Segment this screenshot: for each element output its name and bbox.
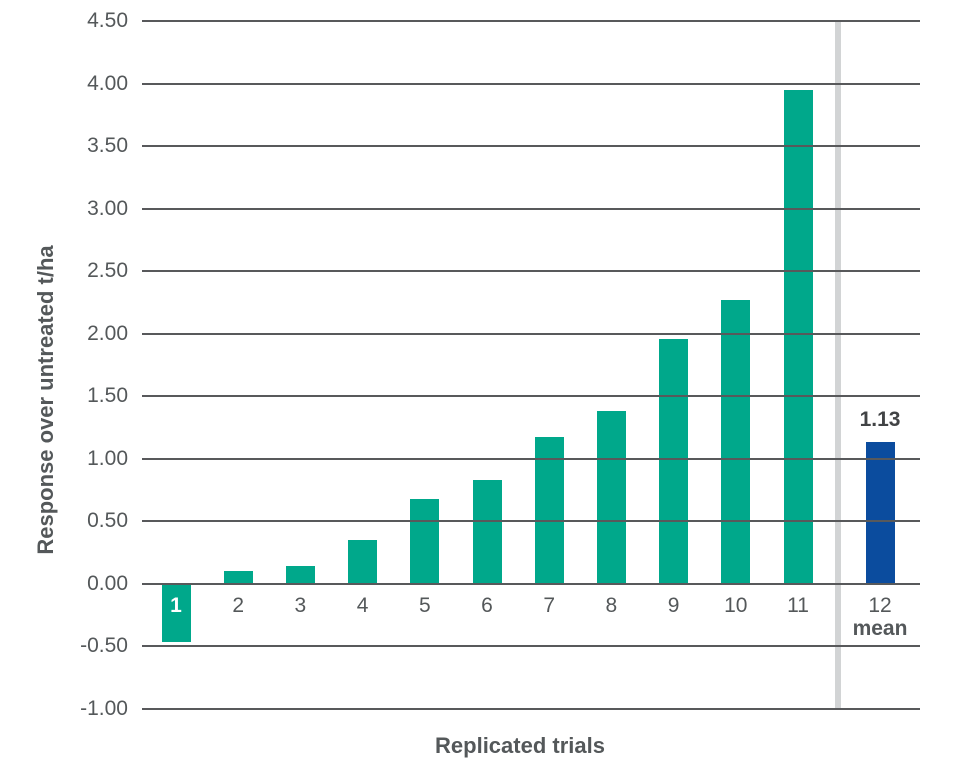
gridline <box>142 520 920 522</box>
x-tick-label: 4 <box>356 594 369 617</box>
x-tick-label: 11 <box>787 594 809 617</box>
y-tick-label: 0.00 <box>87 571 128 595</box>
trial-bar <box>285 566 315 584</box>
y-tick-label: -1.00 <box>80 696 128 720</box>
mean-value-label: 1.13 <box>859 408 901 432</box>
x-axis-title: Replicated trials <box>435 733 605 758</box>
gridline <box>142 582 920 585</box>
x-tick-label: 12 <box>868 594 892 617</box>
trial-bar <box>596 411 626 584</box>
mean-separator-line <box>835 21 841 709</box>
y-tick-label: 2.50 <box>87 259 128 282</box>
gridline <box>142 332 920 335</box>
y-tick-label: 4.00 <box>87 71 128 95</box>
trial-bar <box>472 479 502 584</box>
x-tick-label: 8 <box>605 594 618 617</box>
gridline <box>142 145 920 147</box>
x-tick-label: 6 <box>481 594 493 617</box>
y-tick-label: -0.50 <box>80 634 128 657</box>
trial-bar <box>161 583 191 643</box>
gridline <box>142 395 920 397</box>
y-tick-label: 1.00 <box>87 446 128 470</box>
gridline <box>142 457 920 460</box>
x-tick-label: 1 <box>170 594 182 617</box>
y-tick-label: 0.50 <box>87 509 128 532</box>
x-tick-label: 2 <box>232 594 245 617</box>
gridline <box>142 207 920 210</box>
y-tick-label: 3.00 <box>87 196 128 220</box>
y-tick-label: 4.50 <box>87 9 128 32</box>
x-tick-label: 9 <box>667 594 680 617</box>
trial-bar <box>223 571 253 584</box>
gridline <box>142 270 920 272</box>
trial-bar <box>659 338 689 584</box>
y-tick-label: 2.00 <box>87 321 128 345</box>
y-tick-label: 1.50 <box>87 384 128 407</box>
x-tick-label: 3 <box>294 594 307 617</box>
trial-bar <box>783 89 813 584</box>
trial-bar <box>410 498 440 584</box>
x-tick-label: 5 <box>418 594 431 617</box>
x-tick-label: 7 <box>543 594 556 617</box>
mean-bar <box>865 442 895 584</box>
gridline <box>142 645 920 647</box>
gridline <box>142 82 920 85</box>
trial-bar <box>534 437 564 584</box>
x-tick-label: 10 <box>724 594 748 617</box>
gridline <box>142 707 920 710</box>
gridline <box>142 20 920 22</box>
trial-bar <box>721 299 751 584</box>
mean-category-label: mean <box>852 617 908 640</box>
y-tick-label: 3.50 <box>87 134 128 157</box>
trial-bar <box>348 539 378 584</box>
